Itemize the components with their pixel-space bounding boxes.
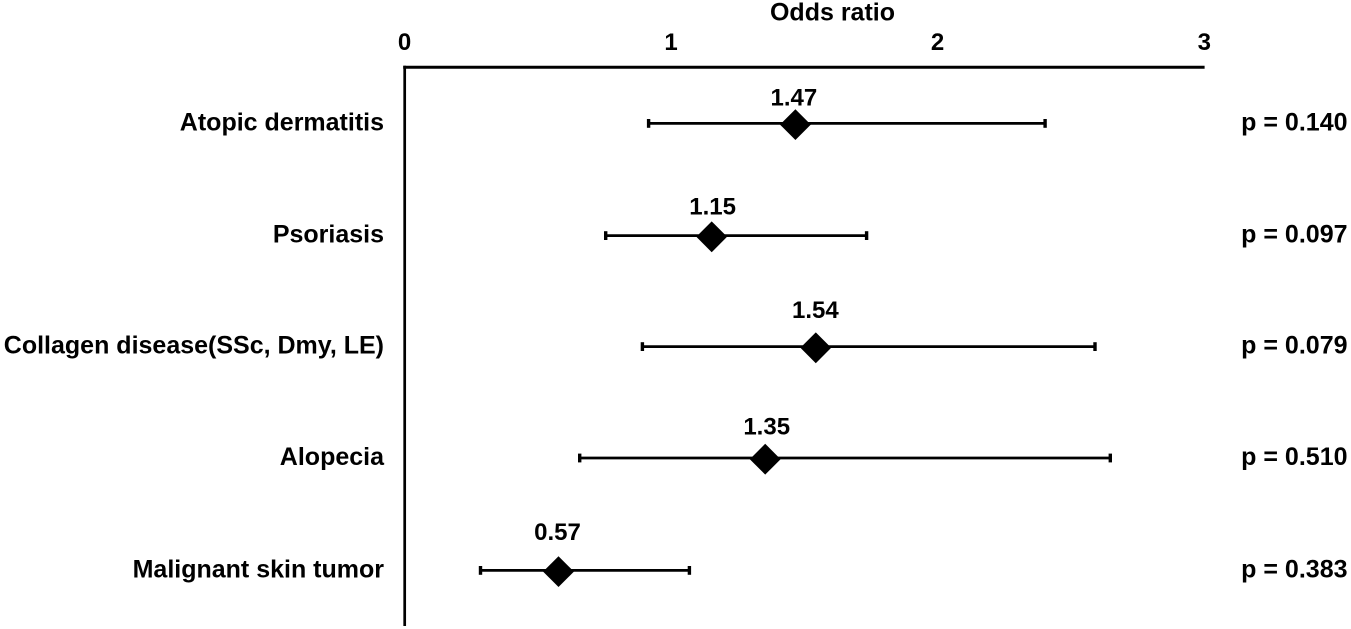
svg-text:2: 2 (931, 29, 944, 56)
svg-text:0.57: 0.57 (534, 519, 581, 546)
svg-text:Odds ratio: Odds ratio (770, 0, 895, 27)
svg-text:1: 1 (664, 29, 677, 56)
svg-text:p = 0.510: p = 0.510 (1241, 443, 1347, 471)
svg-text:p = 0.383: p = 0.383 (1241, 555, 1347, 583)
svg-text:0: 0 (398, 29, 411, 56)
svg-text:Collagen disease(SSc, Dmy, LE): Collagen disease(SSc, Dmy, LE) (4, 332, 384, 360)
svg-text:3: 3 (1198, 29, 1211, 56)
svg-text:1.15: 1.15 (689, 193, 736, 220)
svg-text:Malignant skin tumor: Malignant skin tumor (133, 555, 385, 583)
svg-text:p = 0.097: p = 0.097 (1241, 221, 1347, 249)
svg-text:p = 0.079: p = 0.079 (1241, 332, 1347, 360)
svg-text:1.35: 1.35 (743, 413, 790, 440)
svg-text:1.54: 1.54 (792, 297, 839, 324)
svg-text:Alopecia: Alopecia (280, 443, 385, 471)
svg-text:p = 0.140: p = 0.140 (1241, 108, 1347, 136)
svg-text:Atopic dermatitis: Atopic dermatitis (180, 108, 384, 136)
svg-text:1.47: 1.47 (771, 84, 818, 111)
svg-text:Psoriasis: Psoriasis (273, 221, 384, 249)
